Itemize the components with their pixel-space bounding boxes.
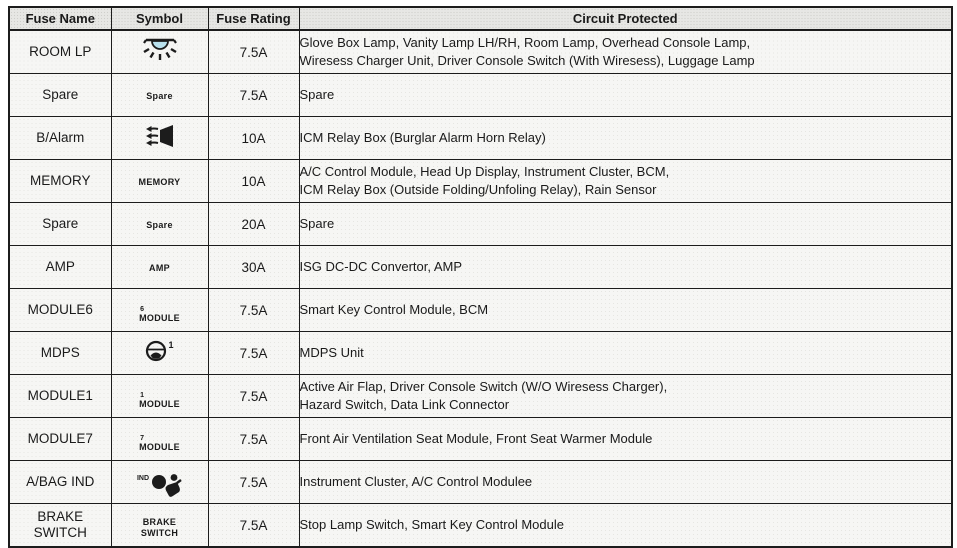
fuse-rating-cell: 7.5A <box>207 73 300 117</box>
symbol-cell: Spare <box>110 73 209 117</box>
steering-wheel-icon <box>145 340 167 362</box>
fuse-name-cell: B/Alarm <box>8 116 112 160</box>
fuse-name-cell: A/BAG IND <box>8 460 112 504</box>
fuse-rating-cell: 30A <box>207 245 300 289</box>
symbol-label: 1 MODULE <box>139 391 180 409</box>
symbol-label: 7 MODULE <box>139 434 180 452</box>
fuse-rating-cell: 7.5A <box>207 460 300 504</box>
fuse-rating-cell: 7.5A <box>207 503 300 548</box>
fuse-row: Spare Spare 20A Spare <box>8 202 953 246</box>
symbol-cell: 1 <box>110 331 209 375</box>
horn-icon <box>145 123 175 149</box>
fuse-table-body: ROOM LP 7.5A Glove Box Lamp, Vanity Lamp L… <box>8 29 953 548</box>
symbol-cell <box>110 116 209 160</box>
header-fuse-name: Fuse Name <box>8 6 112 31</box>
circuit-protected-cell: Stop Lamp Switch, Smart Key Control Modu… <box>298 503 953 548</box>
fuse-box-table: Fuse Name Symbol Fuse Rating Circuit Pro… <box>8 6 953 548</box>
symbol-prefix-label: IND <box>136 474 150 482</box>
fuse-row: MODULE1 1 MODULE 7.5A Active Air Flap, Drive… <box>8 374 953 418</box>
circuit-protected-cell: ISG DC-DC Convertor, AMP <box>298 245 953 289</box>
circuit-protected-cell: ICM Relay Box (Burglar Alarm Horn Relay) <box>298 116 953 160</box>
fuse-name-cell: MDPS <box>8 331 112 375</box>
fuse-row: MODULE6 6 MODULE 7.5A Smart Key Control Modu… <box>8 288 953 332</box>
symbol-cell: 6 MODULE <box>110 288 209 332</box>
fuse-name-cell: ROOM LP <box>8 29 112 74</box>
fuse-row: AMP AMP 30A ISG DC-DC Convertor, AMP <box>8 245 953 289</box>
symbol-label: MEMORY <box>138 177 181 187</box>
header-fuse-rating: Fuse Rating <box>207 6 300 31</box>
symbol-label: Spare <box>146 220 173 230</box>
circuit-protected-cell: Instrument Cluster, A/C Control Modulee <box>298 460 953 504</box>
fuse-name-cell: MODULE6 <box>8 288 112 332</box>
symbol-cell: Spare <box>110 202 209 246</box>
fuse-name-cell: Spare <box>8 202 112 246</box>
fuse-row: Spare Spare 7.5A Spare <box>8 73 953 117</box>
fuse-rating-cell: 7.5A <box>207 417 300 461</box>
fuse-rating-cell: 7.5A <box>207 374 300 418</box>
symbol-cell: MEMORY <box>110 159 209 203</box>
fuse-rating-cell: 7.5A <box>207 29 300 74</box>
fuse-rating-cell: 20A <box>207 202 300 246</box>
circuit-protected-cell: Spare <box>298 73 953 117</box>
symbol-label: BRAKE SWITCH <box>140 517 179 538</box>
symbol-cell: BRAKE SWITCH <box>110 503 209 548</box>
circuit-protected-cell: Front Air Ventilation Seat Module, Front… <box>298 417 953 461</box>
symbol-cell: IND <box>110 460 209 504</box>
fuse-row: ROOM LP 7.5A Glove Box Lamp, Vanity Lamp L… <box>8 29 953 74</box>
fuse-name-cell: MODULE7 <box>8 417 112 461</box>
fuse-rating-cell: 10A <box>207 116 300 160</box>
symbol-label: Spare <box>146 91 173 101</box>
airbag-icon <box>150 473 182 498</box>
fuse-row: MODULE7 7 MODULE 7.5A Front Air Ventilation … <box>8 417 953 461</box>
fuse-row: MDPS 1 7.5A MDPS Unit <box>8 331 953 375</box>
symbol-cell: 7 MODULE <box>110 417 209 461</box>
fuse-name-cell: AMP <box>8 245 112 289</box>
symbol-label: AMP <box>149 263 170 273</box>
circuit-protected-cell: A/C Control Module, Head Up Display, Ins… <box>298 159 953 203</box>
symbol-cell <box>110 29 209 74</box>
circuit-protected-cell: Glove Box Lamp, Vanity Lamp LH/RH, Room … <box>298 29 953 74</box>
symbol-cell: AMP <box>110 245 209 289</box>
fuse-rating-cell: 7.5A <box>207 331 300 375</box>
fuse-row: A/BAG IND IND 7.5A Instrument Cluster, A/C … <box>8 460 953 504</box>
header-circuit-protected: Circuit Protected <box>298 6 953 31</box>
fuse-rating-cell: 10A <box>207 159 300 203</box>
fuse-row: BRAKE SWITCH BRAKE SWITCH 7.5A Stop Lamp Sw… <box>8 503 953 548</box>
symbol-label: 6 MODULE <box>139 305 180 323</box>
fuse-rating-cell: 7.5A <box>207 288 300 332</box>
circuit-protected-cell: Spare <box>298 202 953 246</box>
circuit-protected-cell: MDPS Unit <box>298 331 953 375</box>
room-lamp-icon <box>141 36 179 63</box>
header-symbol: Symbol <box>110 6 209 31</box>
symbol-cell: 1 MODULE <box>110 374 209 418</box>
circuit-protected-cell: Smart Key Control Module, BCM <box>298 288 953 332</box>
table-header-row: Fuse Name Symbol Fuse Rating Circuit Pro… <box>8 6 953 31</box>
fuse-name-cell: MODULE1 <box>8 374 112 418</box>
fuse-name-cell: MEMORY <box>8 159 112 203</box>
fuse-name-cell: BRAKE SWITCH <box>8 503 112 548</box>
fuse-name-cell: Spare <box>8 73 112 117</box>
circuit-protected-cell: Active Air Flap, Driver Console Switch (… <box>298 374 953 418</box>
fuse-row: B/Alarm 10A ICM Relay Box (Burglar Alarm H… <box>8 116 953 160</box>
fuse-row: MEMORY MEMORY 10A A/C Control Module, Head … <box>8 159 953 203</box>
symbol-suffix-label: 1 <box>168 339 174 350</box>
